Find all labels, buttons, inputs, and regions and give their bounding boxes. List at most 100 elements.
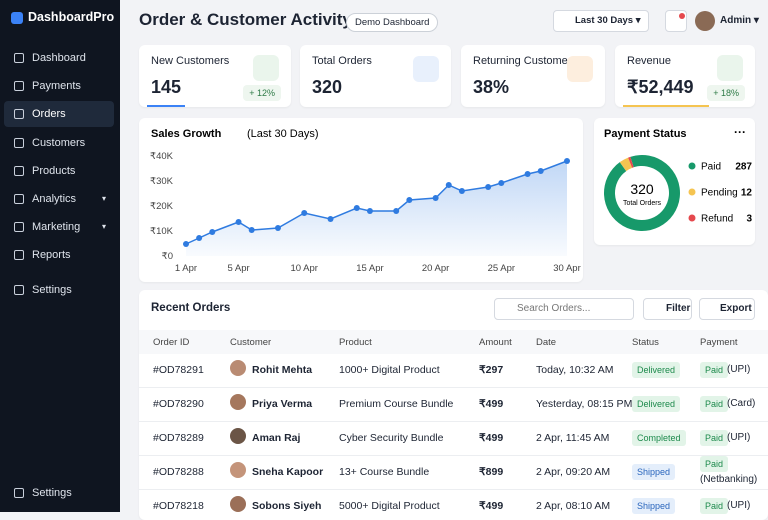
- nav-label: Settings: [32, 487, 72, 499]
- search[interactable]: Search Orders...: [494, 298, 634, 320]
- point: [432, 195, 439, 201]
- user[interactable]: Admin ▾: [720, 15, 759, 26]
- nav-item[interactable]: Orders: [4, 101, 114, 128]
- nav-icon: [14, 109, 24, 120]
- nav-icon: [14, 250, 24, 261]
- payment-method: (Card): [727, 398, 756, 409]
- kpi-icon: [567, 56, 593, 82]
- nav-item[interactable]: Settings: [4, 277, 114, 303]
- x-tick-label: 15 Apr: [356, 263, 383, 274]
- column-header: Status: [632, 337, 659, 348]
- y-tick-label: ₹10K: [150, 226, 174, 237]
- date: Today, 10:32 AM: [536, 364, 614, 376]
- customer: Sneha Kapoor: [252, 466, 324, 478]
- avatar: [230, 496, 246, 512]
- row-divider: [139, 387, 768, 388]
- product: 1000+ Digital Product: [339, 364, 440, 376]
- notif-dot: [679, 13, 685, 19]
- date: 2 Apr, 09:20 AM: [536, 466, 611, 478]
- amount: ₹499: [479, 398, 504, 410]
- point: [196, 235, 203, 241]
- order-id: #OD78290: [153, 398, 204, 410]
- nav-item[interactable]: Payments: [4, 73, 114, 99]
- underline: [623, 105, 709, 107]
- underline: [147, 105, 185, 107]
- avatar: [695, 11, 715, 31]
- column-header: Product: [339, 337, 372, 348]
- nav-item[interactable]: Dashboard: [4, 45, 114, 71]
- product: Premium Course Bundle: [339, 398, 454, 410]
- customer: Priya Verma: [252, 398, 313, 410]
- badge: Demo Dashboard: [346, 13, 439, 32]
- nav-label: Payments: [32, 80, 81, 93]
- payment-method: (UPI): [727, 500, 751, 511]
- nav-item[interactable]: Customers: [4, 130, 114, 156]
- nav-settings[interactable]: Settings: [4, 480, 114, 506]
- nav-item[interactable]: Products: [4, 158, 114, 184]
- notifications[interactable]: [665, 10, 687, 32]
- nav-label: Reports: [32, 249, 71, 262]
- chevron: ▾: [101, 194, 106, 203]
- export[interactable]: Export: [699, 298, 755, 320]
- amount: ₹297: [479, 364, 504, 376]
- y-tick-label: ₹30K: [150, 176, 174, 187]
- payment-status: Paid: [700, 430, 729, 446]
- point: [393, 208, 400, 214]
- legend-label: Refund: [701, 214, 733, 225]
- filter[interactable]: Filter: [643, 298, 692, 320]
- nav-icon: [14, 53, 24, 63]
- avatar: [230, 428, 246, 444]
- order-id: #OD78218: [153, 500, 204, 512]
- chevron: ▾: [101, 222, 106, 232]
- kpi-card: Returning Customers 38%: [461, 45, 605, 107]
- kpi-change: + 12%: [243, 85, 281, 101]
- slice: [619, 157, 633, 172]
- legend-value: 12: [741, 188, 753, 199]
- payment-method: (Netbanking): [700, 474, 758, 485]
- x-tick-label: 10 Apr: [291, 263, 318, 274]
- kpi-icon: [717, 55, 743, 81]
- column-header: Amount: [479, 337, 512, 348]
- avatar: [230, 360, 246, 376]
- nav-icon: [14, 137, 24, 148]
- order-id: #OD78291: [153, 364, 204, 376]
- date-range[interactable]: Last 30 Days ▾: [553, 10, 649, 32]
- point: [524, 171, 531, 177]
- brand: DashboardPro: [28, 10, 115, 24]
- nav-item[interactable]: Marketing ▾: [4, 214, 114, 240]
- product: 13+ Course Bundle: [339, 466, 430, 478]
- point: [564, 158, 570, 164]
- kpi-card: Total Orders 320: [300, 45, 451, 107]
- point: [353, 205, 360, 211]
- kpi-value: ₹52,449: [627, 77, 694, 97]
- search-placeholder: Search Orders...: [517, 303, 591, 314]
- sales-card: Sales Growth (Last 30 Days) ₹0 ₹10K ₹20K ₹3…: [139, 118, 583, 282]
- sidebar: DashboardPro Dashboard Payments Orders Cust…: [0, 0, 120, 512]
- nav-label: Customers: [32, 136, 86, 149]
- more[interactable]: ···: [734, 125, 746, 139]
- nav-item[interactable]: Analytics ▾: [4, 186, 114, 212]
- kpi-label: New Customers: [151, 55, 230, 67]
- y-tick-label: ₹0: [162, 251, 173, 262]
- row-divider: [139, 455, 768, 456]
- legend-value: 287: [735, 162, 752, 173]
- x-tick-label: 1 Apr: [175, 263, 197, 274]
- nav-item[interactable]: Reports: [4, 242, 114, 268]
- date: 2 Apr, 08:10 AM: [536, 500, 611, 512]
- nav-icon: [14, 285, 24, 295]
- filter-label: Filter: [666, 303, 691, 314]
- point: [445, 182, 452, 188]
- nav-icon: [14, 222, 24, 233]
- amount: ₹499: [479, 500, 504, 512]
- user-name: Admin: [720, 15, 752, 26]
- customer: Sobons Siyeh: [252, 500, 322, 512]
- y-tick-label: ₹40K: [150, 151, 174, 162]
- nav-label: Dashboard: [32, 52, 86, 64]
- row-divider: [139, 421, 768, 422]
- nav-icon: [14, 81, 24, 92]
- date-range-label: Last 30 Days: [575, 15, 634, 26]
- center-label: Total Orders: [623, 200, 662, 207]
- export-label: Export: [720, 303, 752, 314]
- kpi-card: New Customers 145 + 12%: [139, 45, 291, 107]
- point: [209, 229, 216, 235]
